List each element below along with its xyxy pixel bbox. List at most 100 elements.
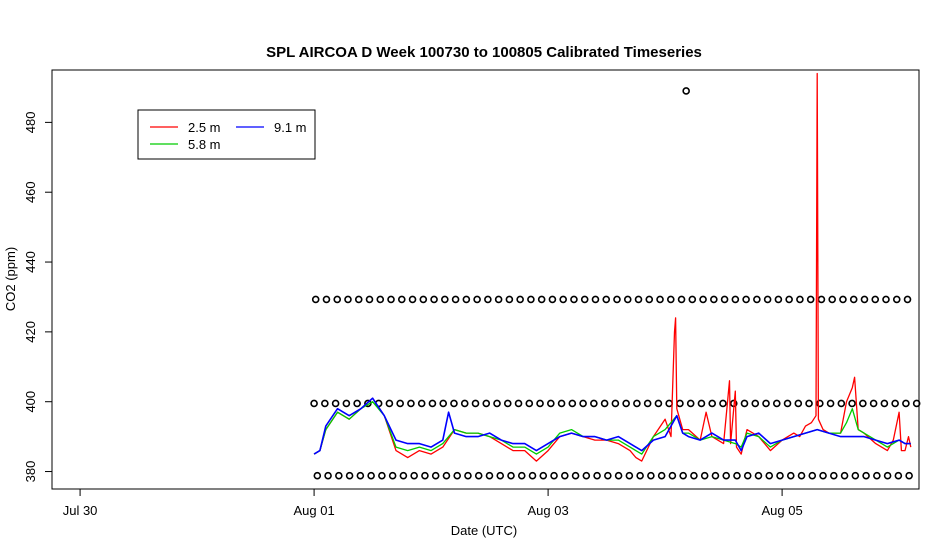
x-tick-label: Aug 05 xyxy=(762,503,803,518)
calibration-marker xyxy=(428,399,437,408)
calibration-marker xyxy=(561,471,569,480)
calibration-marker xyxy=(819,471,827,480)
y-tick-label: 380 xyxy=(23,461,38,483)
calibration-marker xyxy=(751,399,760,408)
calibration-marker xyxy=(550,471,558,480)
calibration-marker xyxy=(654,399,663,408)
calibration-marker xyxy=(636,471,644,480)
calibration-marker xyxy=(805,399,813,408)
series-line-2-5-m xyxy=(313,72,912,462)
calibration-marker xyxy=(516,295,524,304)
calibration-marker xyxy=(396,399,404,408)
calibration-marker xyxy=(719,399,727,408)
calibration-marker xyxy=(837,399,846,408)
calibration-marker xyxy=(862,471,870,480)
calibration-marker xyxy=(365,295,374,304)
calibration-marker xyxy=(528,471,537,480)
calibration-marker xyxy=(806,295,815,304)
calibration-marker xyxy=(708,399,717,408)
calibration-marker xyxy=(571,471,580,480)
calibration-marker xyxy=(408,295,417,304)
calibration-marker xyxy=(754,471,763,480)
calibration-marker xyxy=(474,471,483,480)
calibration-marker xyxy=(485,471,494,480)
calibration-marker xyxy=(582,471,591,480)
y-tick-label: 400 xyxy=(23,391,38,413)
legend-entry: 2.5 m xyxy=(188,120,221,135)
calibration-marker xyxy=(740,399,749,408)
calibration-marker xyxy=(690,471,698,480)
calibration-marker xyxy=(354,295,363,304)
calibration-marker xyxy=(859,399,867,408)
calibration-marker xyxy=(514,399,523,408)
calibration-marker xyxy=(378,471,386,480)
calibration-marker xyxy=(902,399,910,408)
calibration-marker xyxy=(310,399,318,408)
calibration-marker xyxy=(590,399,598,408)
calibration-marker xyxy=(656,295,664,304)
outlier-marker xyxy=(682,87,690,95)
x-tick-label: Aug 01 xyxy=(293,503,334,518)
calibration-marker xyxy=(797,471,806,480)
calibration-marker xyxy=(387,295,395,304)
calibration-marker xyxy=(464,471,472,480)
calibration-marker xyxy=(753,295,761,304)
calibration-marker xyxy=(625,471,634,480)
series-line-9-1-m xyxy=(313,397,911,455)
calibration-marker xyxy=(462,295,471,304)
calibration-marker xyxy=(353,399,361,408)
legend-box xyxy=(137,109,316,160)
calibration-marker xyxy=(493,399,501,408)
calibration-marker xyxy=(507,471,515,480)
calibration-marker xyxy=(421,471,429,480)
calibration-marker xyxy=(891,399,899,408)
calibration-marker xyxy=(536,399,544,408)
calibration-marker xyxy=(848,399,856,408)
y-axis: 380 400 420 440 460 480 xyxy=(23,112,53,483)
calibration-marker xyxy=(611,399,620,408)
calibration-marker xyxy=(559,295,567,304)
calibration-marker xyxy=(783,399,792,408)
chart-title: SPL AIRCOA D Week 100730 to 100805 Calib… xyxy=(266,44,702,61)
calibration-marker xyxy=(762,399,770,408)
calibration-marker xyxy=(720,295,729,304)
x-axis-label: Date (UTC) xyxy=(451,523,517,538)
calibration-marker xyxy=(537,295,546,304)
calibration-marker xyxy=(570,295,578,304)
legend: 2.5 m 5.8 m 9.1 m xyxy=(137,109,316,160)
calibration-marker xyxy=(880,399,889,408)
calibration-marker xyxy=(482,399,491,408)
calibration-marker xyxy=(772,399,781,408)
calibration-marker xyxy=(657,471,666,480)
calibration-marker xyxy=(903,295,912,304)
calibration-marker xyxy=(313,471,322,480)
calibration-marker xyxy=(668,471,677,480)
calibration-marker xyxy=(345,471,354,480)
calibration-marker xyxy=(700,471,709,480)
calibration-marker xyxy=(688,295,697,304)
calibration-marker xyxy=(417,399,426,408)
calibration-marker xyxy=(333,295,342,304)
calibration-marker xyxy=(311,295,320,304)
calibration-marker xyxy=(743,471,752,480)
y-tick-label: 440 xyxy=(23,251,38,273)
calibration-marker xyxy=(505,295,514,304)
calibration-marker xyxy=(431,471,440,480)
series-lines xyxy=(313,72,912,462)
calibration-marker xyxy=(733,471,741,480)
calibration-marker xyxy=(344,295,352,304)
legend-entry: 5.8 m xyxy=(188,137,221,152)
calibration-marker xyxy=(321,399,329,408)
calibration-marker xyxy=(711,471,720,480)
y-tick-label: 460 xyxy=(23,181,38,203)
calibration-marker xyxy=(912,399,921,408)
calibration-marker xyxy=(623,295,632,304)
legend-entry: 9.1 m xyxy=(274,120,307,135)
calibration-marker xyxy=(600,399,609,408)
calibration-marker xyxy=(539,471,548,480)
calibration-marker xyxy=(613,295,621,304)
calibration-marker xyxy=(763,295,772,304)
calibration-marker xyxy=(794,399,803,408)
calibration-marker xyxy=(679,471,687,480)
